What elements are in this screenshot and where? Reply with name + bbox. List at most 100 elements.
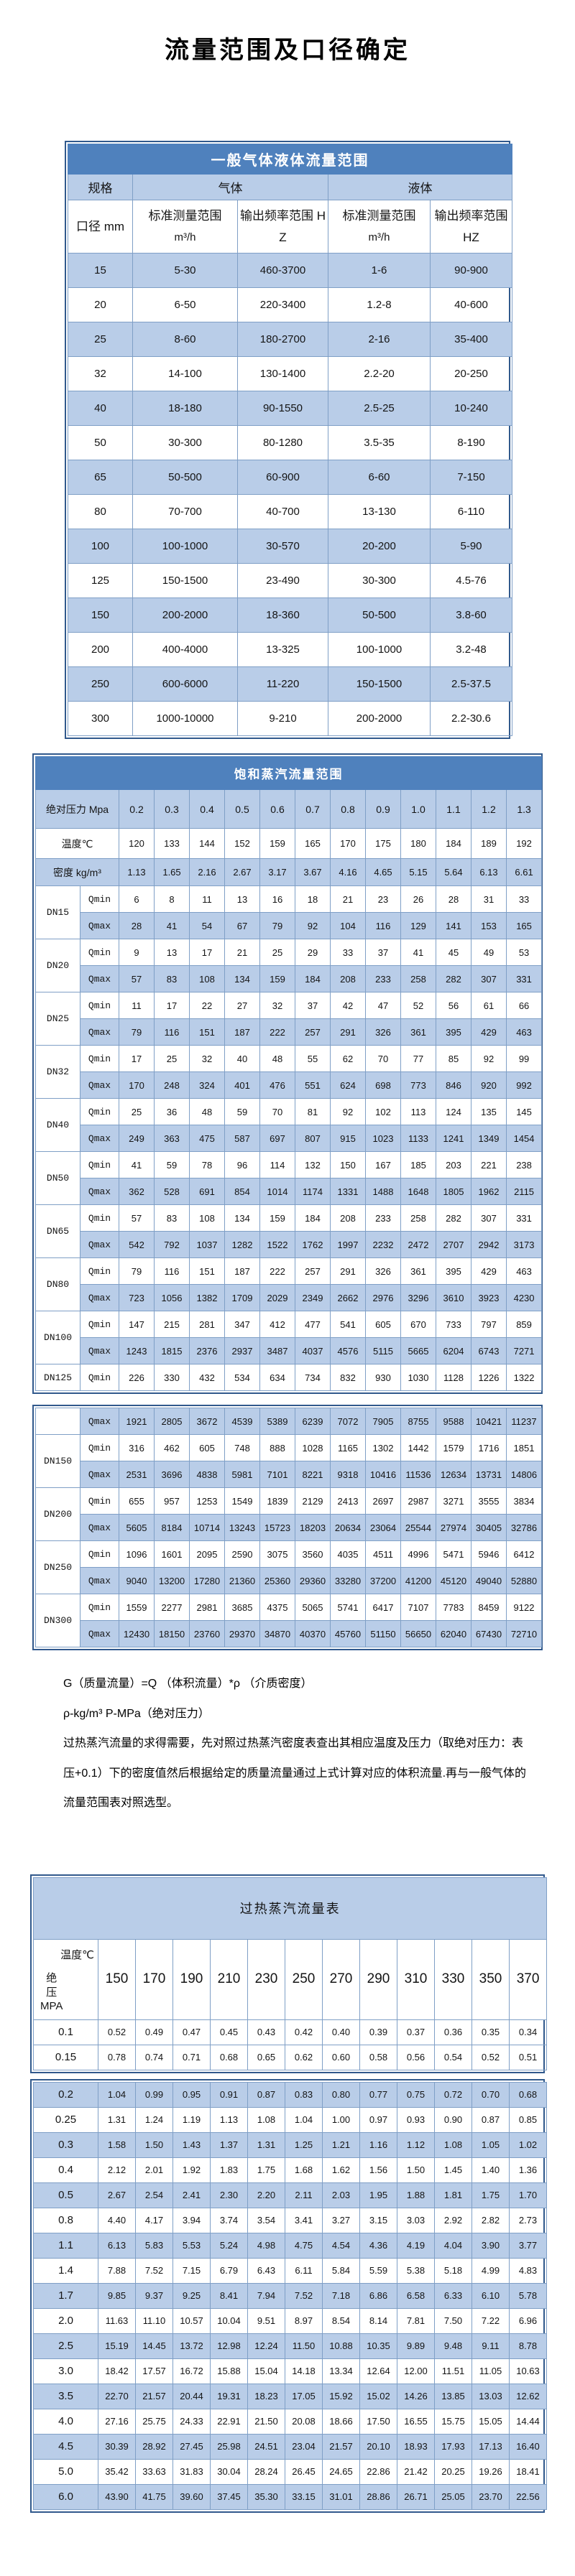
qmax-value: 3696 <box>154 1461 190 1488</box>
qmax-value: 1762 <box>295 1231 331 1258</box>
density-value: 12.64 <box>359 2358 397 2384</box>
qmax-label: Qmax <box>80 1125 119 1152</box>
density-value: 30.39 <box>98 2433 136 2460</box>
qmax-value: 18203 <box>295 1514 331 1541</box>
qmax-value: 1382 <box>189 1284 225 1311</box>
density-value: 13.34 <box>322 2358 360 2384</box>
density-value: 3.15 <box>359 2207 397 2233</box>
pressure-value: 0.9 <box>365 789 401 829</box>
data-row: 1.1 6.13 5.83 5.53 5.24 4.98 4.75 4.54 4.36 4.19 4… <box>33 2232 547 2259</box>
density-value: 5.15 <box>400 858 436 886</box>
density-value: 7.15 <box>172 2257 211 2284</box>
qmax-value: 2349 <box>295 1284 331 1311</box>
qmax-label: Qmax <box>80 1620 119 1647</box>
qmin-value: 47 <box>365 992 401 1019</box>
qmax-value: 8755 <box>400 1408 436 1435</box>
qmax-value: 25544 <box>400 1514 436 1541</box>
density-value: 1.75 <box>247 2157 285 2183</box>
qmin-value: 11 <box>189 885 225 913</box>
qmax-value: 792 <box>154 1231 190 1258</box>
qmax-value: 5981 <box>224 1461 260 1488</box>
density-value: 6.86 <box>359 2282 397 2309</box>
qmin-value: 48 <box>189 1098 225 1125</box>
qmax-value: 13731 <box>471 1461 507 1488</box>
qmin-value: 5471 <box>436 1540 472 1568</box>
qmin-value: 1322 <box>505 1364 543 1391</box>
temperature-value: 170 <box>330 828 366 859</box>
qmax-value: 170 <box>119 1071 155 1099</box>
qmin-value: 41 <box>119 1151 155 1178</box>
density-value: 1.45 <box>434 2157 472 2183</box>
qmax-label: Qmax <box>80 1071 119 1099</box>
qmin-value: 282 <box>436 1204 472 1232</box>
qmin-value: 27 <box>224 992 260 1019</box>
qmax-value: 11237 <box>506 1408 542 1435</box>
density-value: 5.78 <box>509 2282 547 2309</box>
density-value: 6.96 <box>509 2307 547 2334</box>
density-value: 16.55 <box>397 2408 435 2435</box>
qmin-value: 22 <box>189 992 225 1019</box>
density-value: 1.13 <box>119 858 155 886</box>
qmin-row: DN25 Qmin 11 17 22 27 32 37 42 47 52 56 61 66 <box>35 992 543 1046</box>
qmax-value: 67 <box>224 912 260 939</box>
value-cell: 600-6000 <box>132 666 238 702</box>
density-value: 27.45 <box>172 2433 211 2460</box>
qmax-value: 83 <box>154 965 190 992</box>
density-value: 6.13 <box>98 2232 136 2259</box>
density-value: 5.83 <box>135 2232 173 2259</box>
density-value: 0.36 <box>434 2019 472 2045</box>
qmax-value: 41 <box>154 912 190 939</box>
diameter-cell: 125 <box>68 563 133 598</box>
qmax-value: 429 <box>471 1018 507 1046</box>
density-value: 0.34 <box>508 2019 548 2045</box>
qmin-value: 215 <box>154 1311 190 1338</box>
temperature-header: 310 <box>397 1938 435 2020</box>
qmin-value: 330 <box>154 1364 190 1391</box>
qmin-value: 733 <box>436 1311 472 1338</box>
density-value: 28.92 <box>135 2433 173 2460</box>
subheader-row: 口径 mm 标准测量范围 m³/h 输出频率范围 HZ 标准测量范围 m³/h 输出频率范围… <box>68 200 512 254</box>
qmax-value: 18150 <box>154 1620 190 1647</box>
value-cell: 20-200 <box>328 529 431 564</box>
liquid-range-header: 标准测量范围 m³/h <box>328 200 431 254</box>
density-value: 21.57 <box>135 2383 173 2409</box>
qmin-value: 347 <box>224 1311 260 1338</box>
qmax-value: 17280 <box>189 1567 225 1594</box>
qmax-value: 1997 <box>330 1231 366 1258</box>
density-value: 5.18 <box>434 2257 472 2284</box>
qmax-label: Qmax <box>80 912 119 939</box>
qmax-value: 542 <box>119 1231 155 1258</box>
qmin-value: 2129 <box>295 1487 331 1515</box>
qmax-value: 5389 <box>259 1408 295 1435</box>
qmax-value: 1241 <box>436 1125 472 1152</box>
qmin-value: 3834 <box>506 1487 542 1515</box>
qmin-value: 185 <box>400 1151 436 1178</box>
qmax-value: 21360 <box>224 1567 260 1594</box>
pressure-label: 4.5 <box>33 2433 98 2460</box>
qmin-value: 1442 <box>400 1434 436 1461</box>
density-value: 4.54 <box>322 2232 360 2259</box>
diameter-cell: 150 <box>68 597 133 633</box>
qmax-value: 41200 <box>400 1567 436 1594</box>
qmin-row: DN65 Qmin 57 83 108 134 159 184 208 233 258 282 307 3… <box>35 1204 543 1258</box>
qmax-row: Qmax 170 248 324 401 476 551 624 698 773 846 920 992 <box>36 1071 543 1099</box>
value-cell: 130-1400 <box>237 356 328 391</box>
density-value: 1.92 <box>172 2157 211 2183</box>
pressure-label: 3.0 <box>33 2358 98 2384</box>
density-value: 1.70 <box>509 2182 547 2208</box>
qmax-value: 79 <box>259 912 295 939</box>
saturated-steam-table-continued-frame: Qmax 1921 2805 3672 4539 5389 6239 7072 7905 8755… <box>32 1405 543 1650</box>
density-value: 7.50 <box>434 2307 472 2334</box>
density-value: 4.17 <box>135 2207 173 2233</box>
qmax-label: Qmax <box>80 1461 119 1488</box>
qmin-value: 25 <box>154 1045 190 1072</box>
qmin-value: 208 <box>330 1204 366 1232</box>
density-value: 15.92 <box>322 2383 360 2409</box>
density-value: 6.79 <box>210 2257 248 2284</box>
qmax-value: 1921 <box>119 1408 155 1435</box>
qmin-value: 114 <box>259 1151 295 1178</box>
qmin-value: 25 <box>259 939 295 966</box>
density-value: 1.36 <box>509 2157 547 2183</box>
qmax-label: Qmax <box>80 1514 119 1541</box>
data-row: 15 5-30 460-3700 1-6 90-900 <box>68 253 512 288</box>
